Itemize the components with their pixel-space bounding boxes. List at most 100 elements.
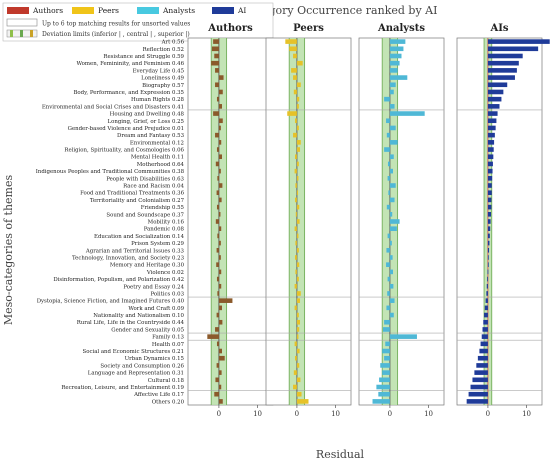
bar-ais-sound-and-soundscape bbox=[487, 212, 491, 217]
bar-peers-resistance-and-struggle bbox=[293, 53, 297, 59]
category-label-women-femininity-and-feminism: Women, Femininity, and Feminism 0.46 bbox=[76, 61, 184, 67]
bar-ais-motherhood bbox=[487, 161, 493, 167]
bar-peers-education-and-socialization bbox=[296, 233, 299, 239]
bar-authors-dystopia-science-fiction-and-imagined-futures bbox=[218, 298, 233, 303]
bar-analysts-environmental bbox=[389, 140, 398, 145]
bar-ais-memory-and-heritage bbox=[487, 262, 489, 267]
bar-authors-everyday-life bbox=[215, 68, 219, 73]
bar-authors-people-with-disabilities bbox=[217, 176, 219, 181]
bar-authors-health bbox=[216, 341, 219, 347]
category-label-gender-based-violence-and-prejudice: Gender-based Violence and Prejudice 0.01 bbox=[68, 126, 184, 132]
bar-analysts-body-performance-and-expression bbox=[389, 89, 394, 95]
bar-authors-motherhood bbox=[215, 161, 219, 167]
bar-analysts-recreation-leisure-and-entertainment bbox=[376, 384, 390, 390]
bar-authors-memory-and-heritage bbox=[216, 262, 219, 267]
bar-ais-mental-health bbox=[487, 154, 494, 160]
bar-analysts-politics bbox=[387, 291, 390, 296]
bar-ais-mobility bbox=[487, 219, 491, 224]
category-label-society-and-consumption: Society and Consumption 0.26 bbox=[100, 363, 184, 369]
bar-authors-recreation-leisure-and-entertainment bbox=[218, 384, 222, 390]
bar-peers-art bbox=[285, 39, 297, 44]
bar-peers-territoriality-and-colonialism bbox=[294, 197, 297, 203]
bar-peers-affective-life bbox=[296, 391, 302, 397]
category-label-biography: Biography 0.57 bbox=[142, 83, 184, 89]
bar-peers-work-and-craft bbox=[294, 305, 297, 311]
x-tick-label: 0 bbox=[217, 410, 221, 418]
bar-authors-cultural bbox=[215, 377, 219, 383]
bar-authors-technology-innovation-and-society bbox=[218, 255, 221, 260]
panel-ais: AIs 0 10 bbox=[456, 23, 550, 418]
bar-analysts-society-and-consumption bbox=[380, 363, 390, 368]
bar-analysts-pandemic bbox=[389, 226, 397, 231]
bar-analysts-dream-and-fantasy bbox=[386, 132, 390, 138]
category-label-education-and-socialization: Education and Socialization 0.14 bbox=[94, 234, 185, 240]
panel-frame bbox=[265, 37, 352, 406]
category-label-resistance-and-struggle: Resistance and Struggle 0.59 bbox=[103, 54, 184, 60]
bar-authors-nationality-and-nationalism bbox=[216, 312, 219, 318]
category-label-language-and-representation: Language and Representation 0.31 bbox=[88, 371, 184, 377]
category-label-affective-life: Affective Life 0.17 bbox=[133, 392, 184, 398]
bar-ais-health bbox=[480, 341, 488, 347]
category-label-everyday-life: Everyday Life 0.45 bbox=[133, 68, 185, 74]
bar-peers-loneliness bbox=[293, 75, 297, 80]
bar-analysts-food-and-traditional-treatments bbox=[388, 190, 390, 196]
bar-peers-politics bbox=[296, 291, 301, 296]
bar-authors-religion-spirituality-and-cosmologies bbox=[216, 147, 219, 152]
bar-authors-friendship bbox=[216, 204, 219, 210]
category-label-gender-and-sexuality: Gender and Sexuality 0.05 bbox=[111, 327, 184, 333]
x-tick-label: 0 bbox=[486, 410, 490, 418]
bar-peers-dream-and-fantasy bbox=[293, 132, 297, 138]
bar-analysts-violence bbox=[389, 269, 393, 275]
bar-analysts-education-and-socialization bbox=[387, 233, 390, 239]
category-label-art: Art 0.56 bbox=[161, 40, 185, 46]
bar-peers-longing-grief-or-loss bbox=[294, 118, 297, 124]
category-label-social-and-economic-structures: Social and Economic Structures 0.21 bbox=[83, 349, 184, 355]
legend-swatch-ai bbox=[212, 7, 234, 14]
panel-title-analysts: Analysts bbox=[377, 23, 425, 34]
bar-peers-health bbox=[294, 341, 297, 347]
bar-ais-prison-system bbox=[487, 240, 490, 246]
bar-ais-biography bbox=[487, 82, 508, 88]
bar-peers-body-performance-and-expression bbox=[293, 89, 297, 95]
category-label-others: Others 0.20 bbox=[152, 399, 185, 405]
category-label-mental-health: Mental Health 0.11 bbox=[131, 155, 184, 161]
category-label-religion-spirituality-and-cosmologies: Religion, Spirituality, and Cosmologies … bbox=[64, 148, 184, 154]
bar-ais-gender-and-sexuality bbox=[482, 327, 488, 332]
bar-authors-rural-life-life-in-the-countryside bbox=[218, 319, 223, 325]
bar-analysts-religion-spirituality-and-cosmologies bbox=[384, 147, 390, 152]
bar-authors-art bbox=[213, 39, 219, 44]
bar-authors-food-and-traditional-treatments bbox=[216, 190, 219, 196]
bar-peers-agrarian-and-territorial-issues bbox=[296, 247, 299, 253]
legend-label-authors: Authors bbox=[32, 6, 63, 15]
bar-ais-nationality-and-nationalism bbox=[484, 312, 488, 318]
deviation-swatch bbox=[6, 29, 38, 38]
bar-authors-resistance-and-struggle bbox=[214, 53, 219, 59]
category-label-sound-and-soundscape: Sound and Soundscape 0.37 bbox=[106, 212, 184, 218]
bar-analysts-race-and-racism bbox=[389, 183, 396, 188]
category-label-indigenous-peoples-and-traditional-communities: Indigenous Peoples and Traditional Commu… bbox=[36, 169, 185, 175]
panel-frame bbox=[187, 37, 274, 406]
x-tick-label: 0 bbox=[295, 410, 299, 418]
bar-peers-environmental bbox=[296, 140, 301, 145]
bar-peers-language-and-representation bbox=[293, 370, 297, 375]
bar-analysts-reflection bbox=[389, 46, 404, 52]
x-tick-label: 10 bbox=[331, 410, 340, 418]
legend: Authors Peers Analysts AI Up to 6 top match… bbox=[2, 2, 274, 42]
category-label-race-and-racism: Race and Racism 0.04 bbox=[123, 184, 184, 190]
bar-analysts-resistance-and-struggle bbox=[389, 53, 402, 59]
bar-authors-society-and-consumption bbox=[216, 363, 219, 368]
bar-ais-people-with-disabilities bbox=[487, 176, 493, 181]
bar-ais-dystopia-science-fiction-and-imagined-futures bbox=[485, 298, 488, 303]
legend-note-box bbox=[6, 18, 38, 27]
bar-peers-mental-health bbox=[294, 154, 297, 160]
bar-analysts-agrarian-and-territorial-issues bbox=[386, 247, 390, 253]
bar-peers-prison-system bbox=[295, 240, 297, 246]
bar-authors-language-and-representation bbox=[218, 370, 222, 375]
bar-analysts-disinformation-populism-and-polarization bbox=[387, 276, 390, 282]
legend-label-peers: Peers bbox=[98, 6, 119, 15]
category-label-food-and-traditional-treatments: Food and Traditional Treatments 0.36 bbox=[80, 191, 185, 197]
bar-analysts-human-rights bbox=[384, 96, 390, 102]
bar-analysts-mental-health bbox=[389, 154, 394, 160]
bar-peers-food-and-traditional-treatments bbox=[296, 190, 299, 196]
bar-analysts-social-and-economic-structures bbox=[382, 348, 390, 354]
